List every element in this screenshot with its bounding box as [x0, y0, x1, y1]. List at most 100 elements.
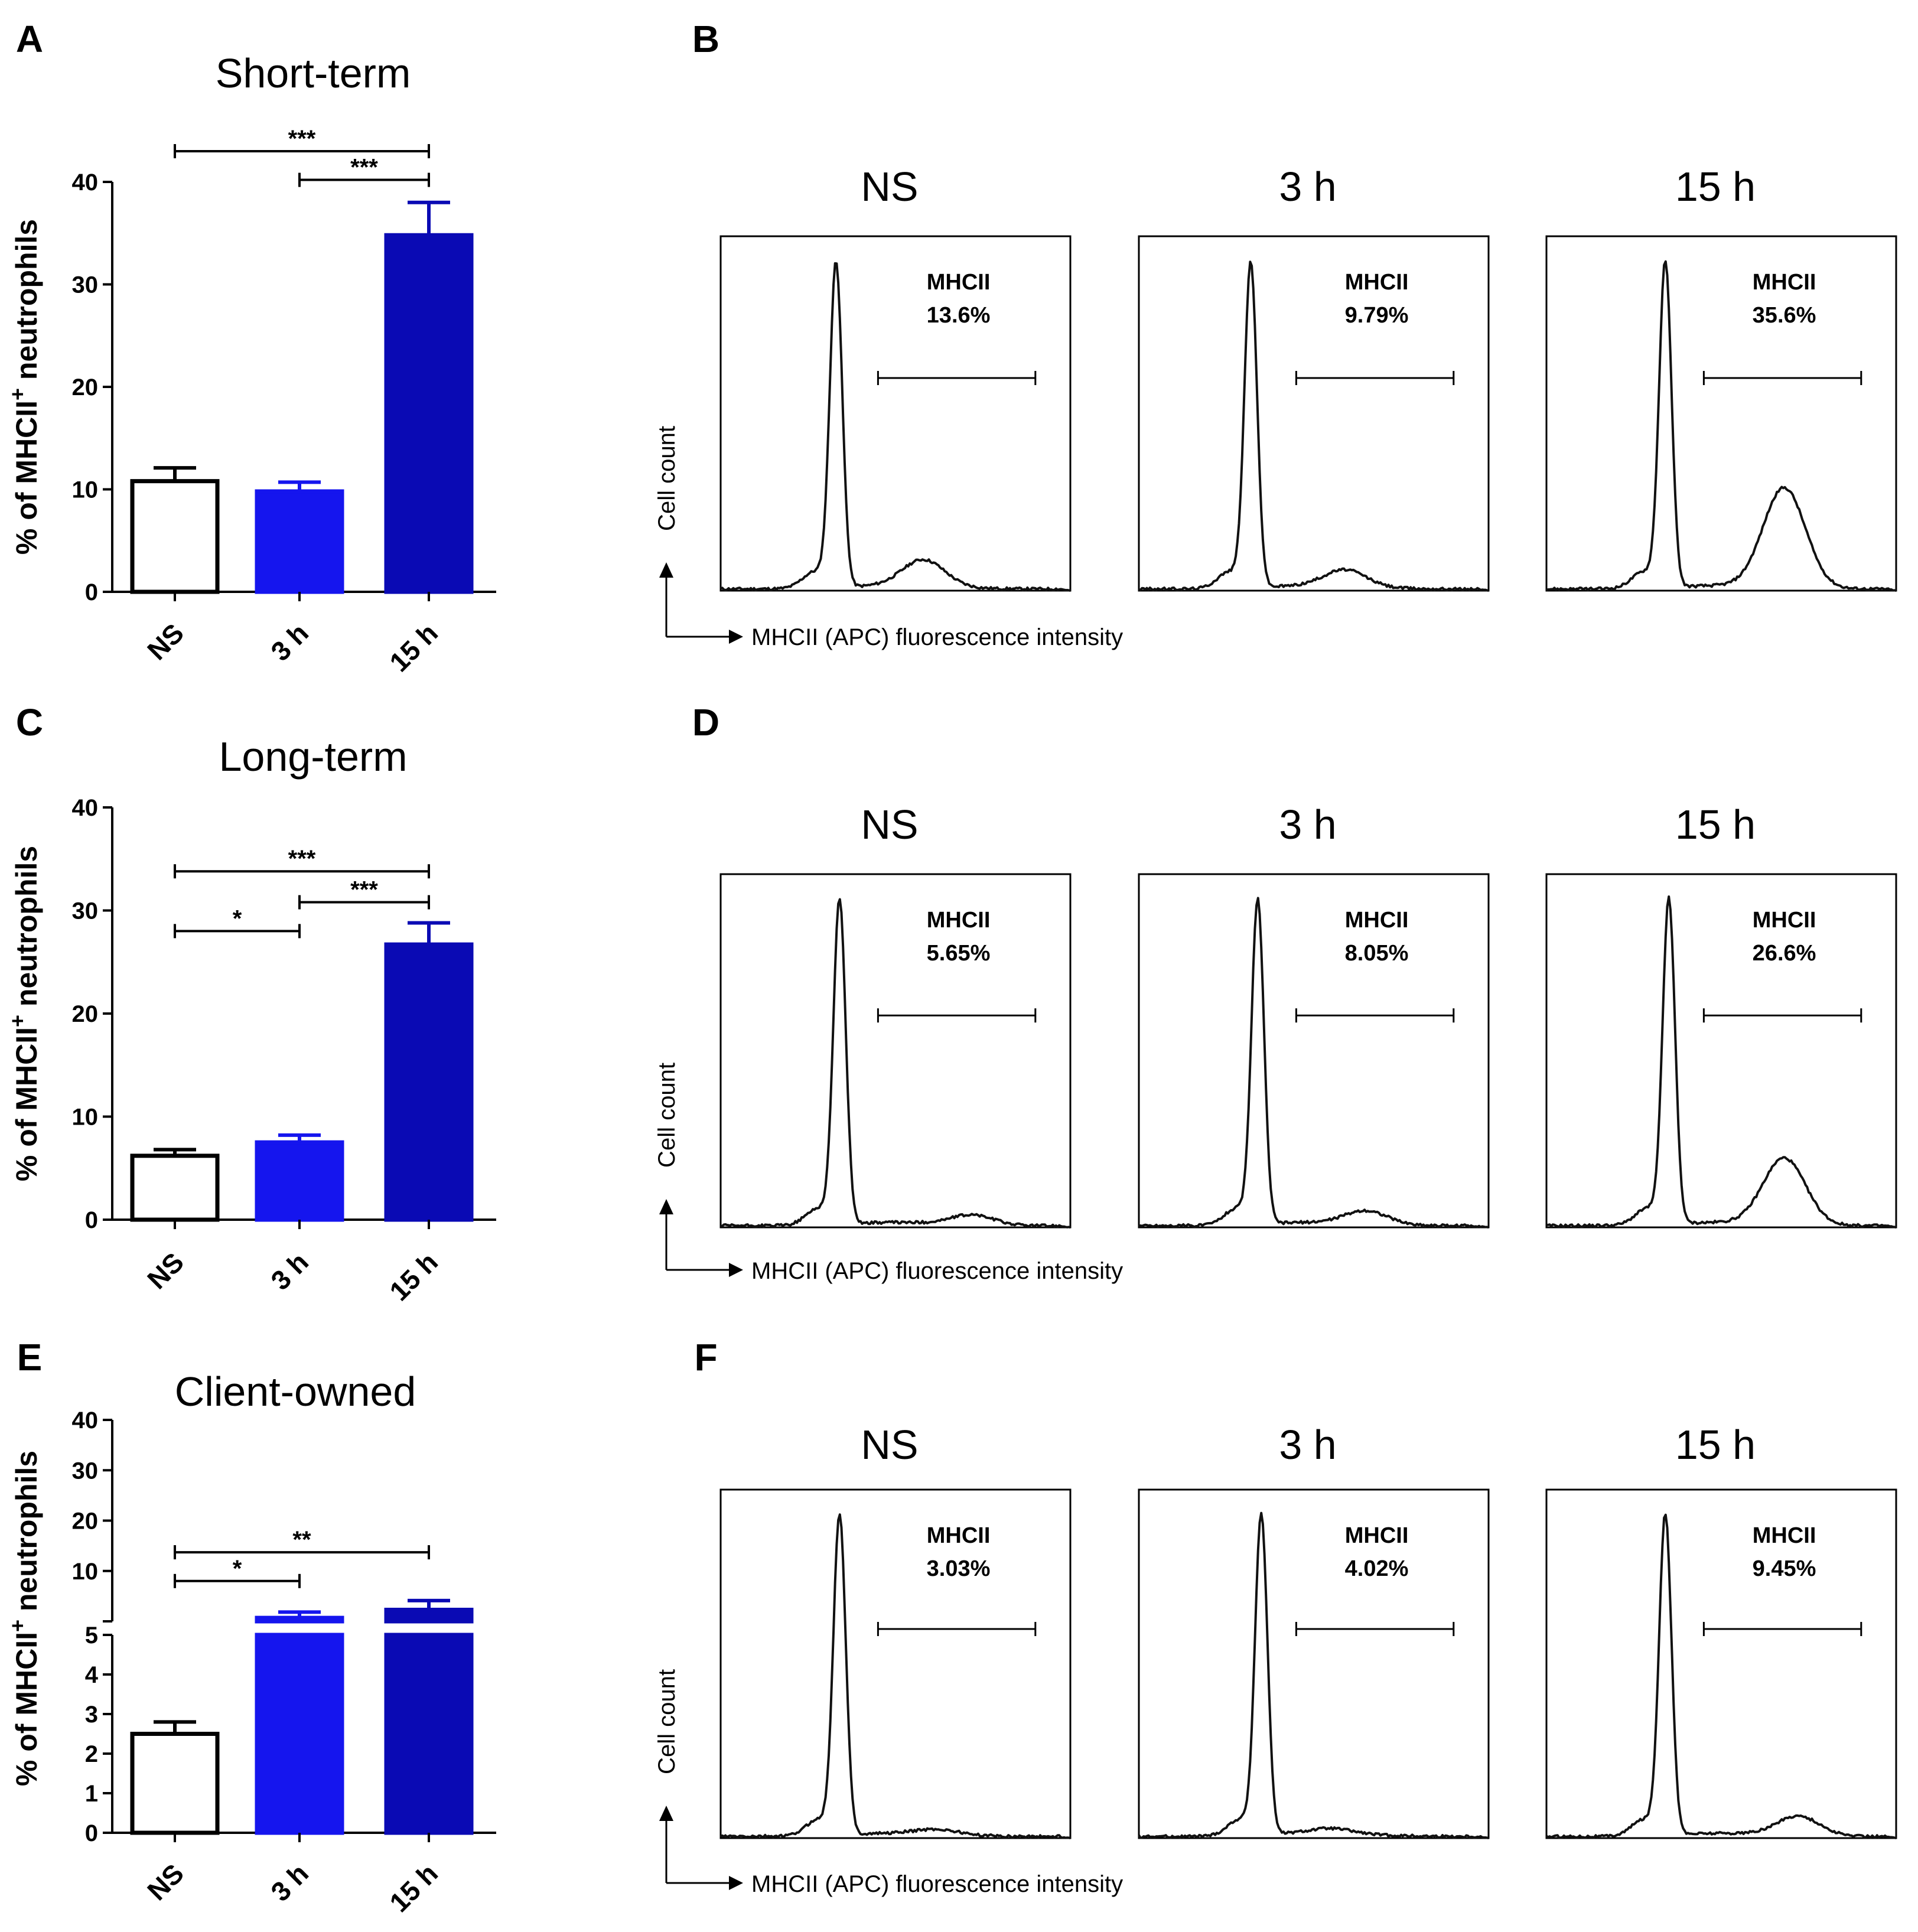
y-tick-label: 40 — [72, 795, 99, 821]
histogram-curve — [1138, 260, 1489, 592]
y-tick-label: 2 — [85, 1741, 98, 1767]
histogram-frame — [1545, 873, 1897, 1229]
y-axis-label-suffix: neutrophils — [10, 1451, 43, 1620]
bar — [130, 1154, 220, 1222]
gate-name-label: MHCII — [927, 270, 991, 295]
histogram-curve — [1546, 260, 1897, 592]
histogram-curve — [720, 262, 1071, 592]
y-tick-label: 0 — [85, 579, 98, 605]
gate-name-label: MHCII — [927, 908, 991, 933]
bar — [384, 233, 474, 594]
y-tick-label: 30 — [72, 272, 99, 298]
y-tick-label: 1 — [85, 1781, 98, 1807]
y-tick-label: 3 — [85, 1702, 98, 1728]
significance-label: * — [233, 905, 242, 931]
y-tick-label: 20 — [72, 374, 99, 400]
y-axis-label-suffix: neutrophils — [10, 846, 43, 1015]
y-axis-label: % of MHCII+ neutrophils — [5, 1451, 43, 1786]
y-axis-arrowhead — [659, 1806, 673, 1821]
gate-name-label: MHCII — [1345, 908, 1409, 933]
histogram-frame — [1138, 873, 1490, 1229]
gate-name-label: MHCII — [1345, 270, 1409, 295]
histogram-title: 15 h — [1675, 802, 1756, 848]
significance-label: ** — [292, 1527, 311, 1553]
significance-label: * — [233, 1556, 242, 1582]
category-label: 15 h — [383, 617, 444, 677]
histogram-frame — [1545, 1488, 1897, 1839]
category-label: 15 h — [383, 1246, 444, 1307]
y-axis-label-prefix: % of MHCII — [10, 400, 43, 555]
histogram-y-label: Cell count — [654, 426, 680, 531]
histogram-frame — [1545, 235, 1897, 592]
gate-percentage-label: 13.6% — [927, 303, 991, 328]
y-axis-label-superscript: + — [5, 1015, 30, 1027]
bar — [130, 479, 220, 594]
gate-percentage-label: 26.6% — [1753, 941, 1816, 966]
panel-letter: A — [16, 18, 43, 60]
category-label: 15 h — [383, 1858, 444, 1918]
x-axis-arrowhead — [729, 1263, 743, 1277]
bar — [130, 1732, 220, 1835]
significance-label: *** — [350, 155, 378, 181]
bar-lower-segment — [384, 1633, 474, 1835]
y-tick-label: 0 — [85, 1820, 98, 1846]
significance-label: *** — [288, 846, 316, 872]
histogram-frame — [1138, 235, 1490, 592]
histogram-curve — [1546, 895, 1897, 1229]
histogram-title: NS — [861, 802, 918, 848]
y-tick-label: 10 — [72, 1559, 99, 1585]
gate-percentage-label: 9.79% — [1345, 303, 1409, 328]
histogram-title: 15 h — [1675, 1422, 1756, 1468]
chart-title: Client-owned — [175, 1369, 416, 1415]
x-axis-arrowhead — [729, 1876, 743, 1890]
gate-name-label: MHCII — [1753, 1523, 1816, 1548]
y-axis-label: % of MHCII+ neutrophils — [5, 846, 43, 1181]
bar-lower-segment — [255, 1633, 344, 1835]
y-tick-label: 40 — [72, 1408, 99, 1433]
histogram-x-label: MHCII (APC) fluorescence intensity — [751, 624, 1123, 650]
y-tick-label: 5 — [85, 1623, 98, 1648]
histogram-frame — [719, 873, 1072, 1229]
gate-name-label: MHCII — [927, 1523, 991, 1548]
gate-percentage-label: 9.45% — [1753, 1556, 1816, 1581]
panel-letter: E — [17, 1336, 43, 1379]
histogram-title: 15 h — [1675, 164, 1756, 210]
y-tick-label: 20 — [72, 1509, 99, 1534]
panel-letter: B — [692, 18, 719, 60]
gate-percentage-label: 3.03% — [927, 1556, 991, 1581]
bar-upper-segment — [384, 1608, 474, 1624]
y-tick-label: 30 — [72, 1458, 99, 1484]
histogram-curve — [720, 898, 1071, 1229]
gate-percentage-label: 4.02% — [1345, 1556, 1409, 1581]
chart-title: Short-term — [216, 50, 411, 96]
category-label: 3 h — [265, 1858, 314, 1907]
x-axis-arrowhead — [729, 630, 743, 644]
bar — [255, 1140, 344, 1222]
histogram-y-label: Cell count — [654, 1669, 680, 1774]
histogram-frame — [719, 235, 1072, 592]
y-tick-label: 10 — [72, 1105, 99, 1130]
histogram-curve — [719, 1513, 1071, 1839]
category-label: 3 h — [265, 1246, 314, 1296]
chart-title: Long-term — [219, 734, 407, 780]
histogram-title: NS — [861, 1422, 918, 1468]
y-axis-label-suffix: neutrophils — [10, 219, 43, 388]
panel-letter: C — [16, 701, 43, 744]
histogram-title: 3 h — [1279, 164, 1336, 210]
gate-name-label: MHCII — [1753, 270, 1816, 295]
y-tick-label: 40 — [72, 170, 99, 196]
y-tick-label: 10 — [72, 477, 99, 503]
histogram-curve — [1138, 1511, 1489, 1839]
gate-percentage-label: 35.6% — [1753, 303, 1816, 328]
gate-percentage-label: 5.65% — [927, 941, 991, 966]
histogram-title: 3 h — [1279, 1422, 1336, 1468]
y-axis-arrowhead — [659, 562, 673, 578]
histogram-title: 3 h — [1279, 802, 1336, 848]
histogram-curve — [1545, 1513, 1897, 1839]
category-label: NS — [141, 1858, 190, 1906]
category-label: NS — [141, 617, 190, 666]
gate-name-label: MHCII — [1753, 908, 1816, 933]
y-axis-label-prefix: % of MHCII — [10, 1632, 43, 1786]
histogram-title: NS — [861, 164, 918, 210]
y-tick-label: 20 — [72, 1001, 99, 1027]
